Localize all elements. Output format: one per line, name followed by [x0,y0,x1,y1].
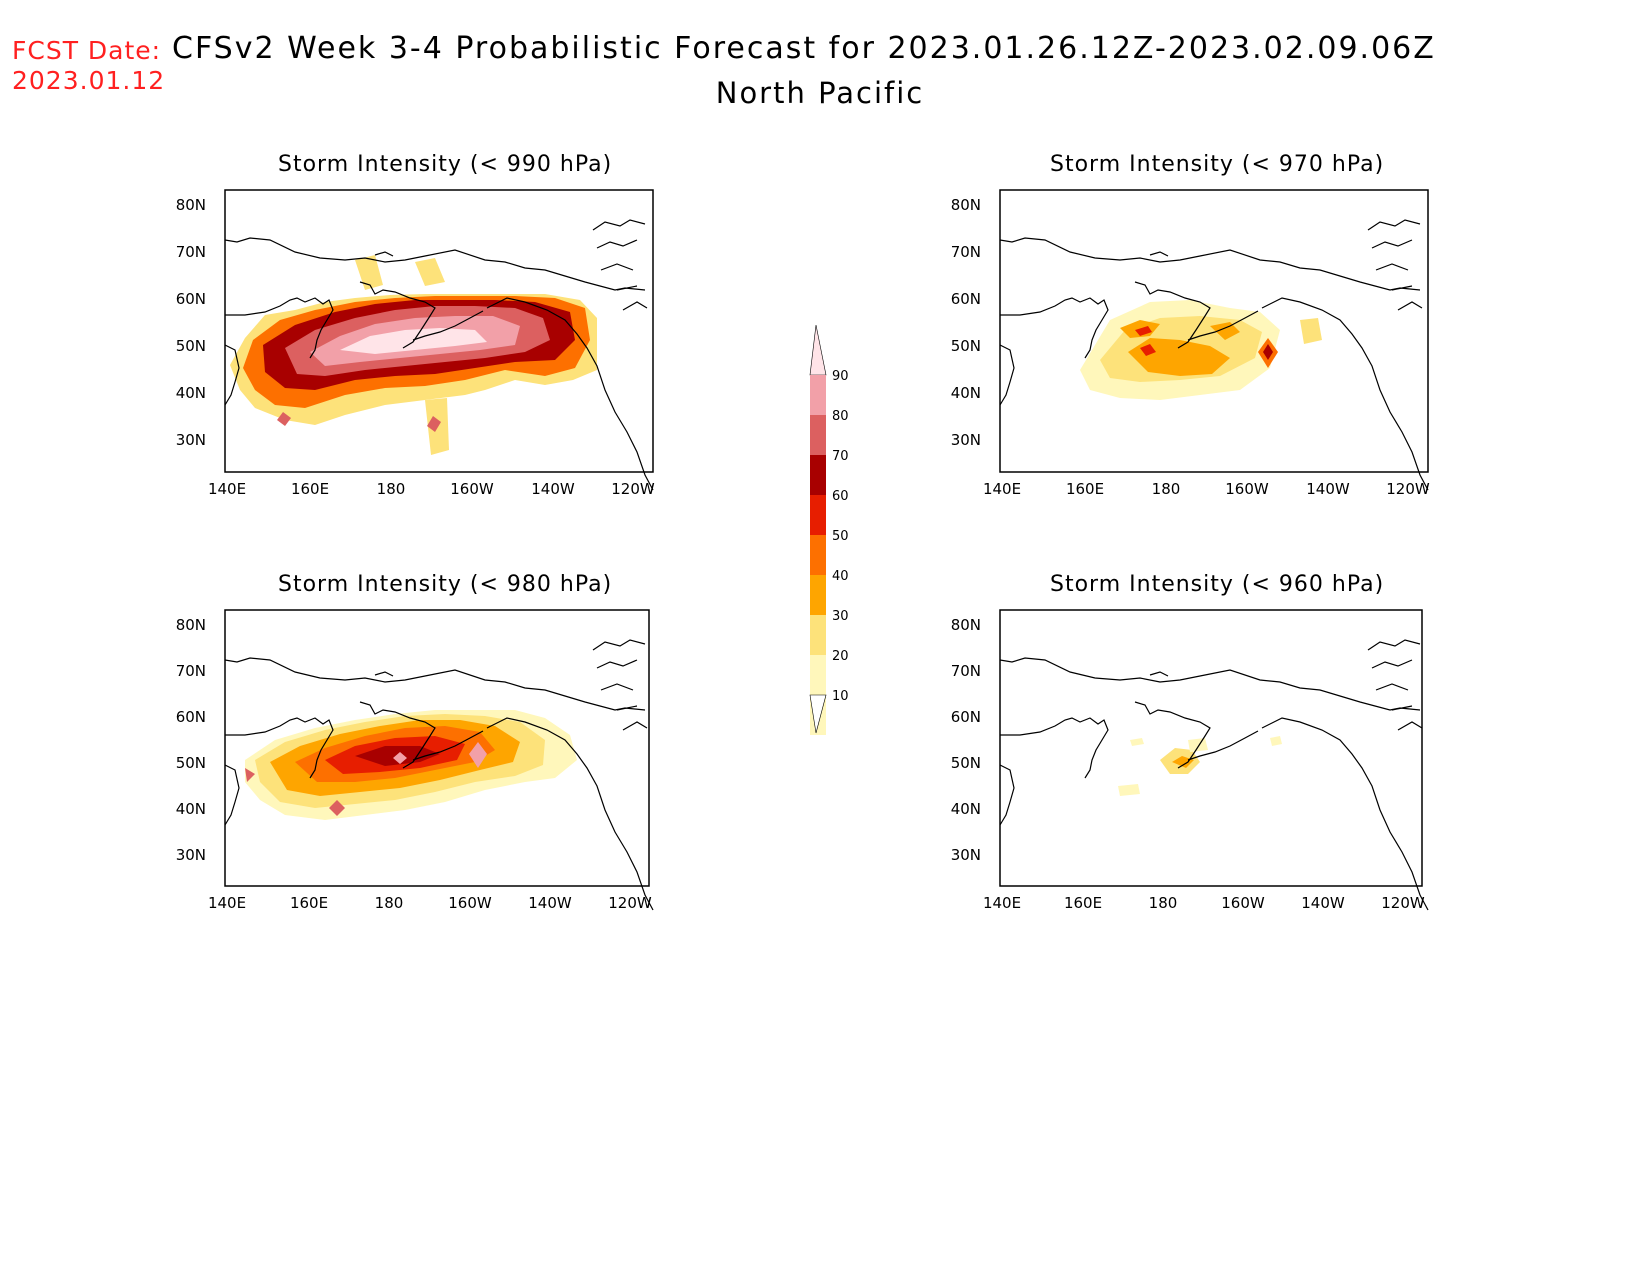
panel-title-960: Storm Intensity (< 960 hPa) [1050,572,1385,597]
forecast-date-block: FCST Date: 2023.01.12 [12,36,165,96]
lon-tick-label: 160W [450,480,494,498]
colorbar-swatch [810,575,826,615]
probability-field-980 [245,710,577,820]
lat-tick-label: 40N [951,800,981,818]
colorbar-swatch [810,495,826,535]
colorbar-label: 90 [832,369,849,384]
lat-tick-label: 70N [176,662,206,680]
colorbar-label: 40 [832,569,849,584]
map-panel-970: 80N 70N 60N 50N 40N 30N 140E 160E 180 16… [951,189,1430,498]
lon-tick-label: 160E [291,480,329,498]
lat-tick-label: 40N [176,800,206,818]
lat-axis-980: 80N 70N 60N 50N 40N 30N [176,616,206,864]
colorbar-swatch [810,655,826,695]
lat-tick-label: 70N [176,243,206,261]
lon-tick-label: 180 [377,480,406,498]
lon-tick-label: 140E [208,894,246,912]
lon-tick-label: 140W [1301,894,1345,912]
lat-tick-label: 30N [176,431,206,449]
lon-tick-label: 140E [208,480,246,498]
colorbar-bottom-cap [809,694,827,734]
colorbar-swatch [810,455,826,495]
lat-tick-label: 80N [176,196,206,214]
lon-tick-label: 140W [1306,480,1350,498]
lon-tick-label: 160E [1066,480,1104,498]
lat-tick-label: 30N [951,431,981,449]
lon-tick-label: 180 [375,894,404,912]
lat-axis-960: 80N 70N 60N 50N 40N 30N [951,616,981,864]
lat-tick-label: 70N [951,243,981,261]
colorbar-swatches [809,325,827,735]
lon-tick-label: 140E [983,894,1021,912]
lon-tick-label: 140E [983,480,1021,498]
map-panel-980: 80N 70N 60N 50N 40N 30N 140E 160E 180 16… [176,609,654,912]
colorbar-label: 20 [832,649,849,664]
lat-axis-970: 80N 70N 60N 50N 40N 30N [951,196,981,449]
lat-tick-label: 50N [951,754,981,772]
lon-tick-label: 120W [1386,480,1430,498]
lat-tick-label: 40N [176,384,206,402]
lat-tick-label: 80N [951,196,981,214]
lon-tick-label: 160W [1225,480,1269,498]
colorbar-label: 60 [832,489,849,504]
lat-tick-label: 60N [951,290,981,308]
lat-tick-label: 50N [951,337,981,355]
page-title: CFSv2 Week 3-4 Probabilistic Forecast fo… [172,31,1436,66]
panel-title-970: Storm Intensity (< 970 hPa) [1050,152,1385,177]
lat-tick-label: 30N [176,846,206,864]
map-panel-960: 80N 70N 60N 50N 40N 30N 140E 160E 180 16… [951,609,1429,912]
lon-axis-960: 140E 160E 180 160W 140W 120W [983,894,1425,912]
colorbar-swatch [810,415,826,455]
lat-tick-label: 30N [951,846,981,864]
lon-tick-label: 160W [448,894,492,912]
lon-tick-label: 120W [611,480,655,498]
lon-tick-label: 140W [531,480,575,498]
lat-tick-label: 50N [176,754,206,772]
colorbar-label: 30 [832,609,849,624]
lat-tick-label: 60N [176,290,206,308]
lon-tick-label: 120W [608,894,652,912]
colorbar-label: 70 [832,449,849,464]
lon-axis-980: 140E 160E 180 160W 140W 120W [208,894,652,912]
lat-tick-label: 50N [176,337,206,355]
lat-tick-label: 60N [951,708,981,726]
probability-field-960 [1118,736,1282,796]
colorbar-top-cap [809,325,827,376]
forecast-date-value: 2023.01.12 [12,66,166,95]
lon-axis-970: 140E 160E 180 160W 140W 120W [983,480,1430,498]
colorbar-swatch [810,375,826,415]
lon-tick-label: 140W [528,894,572,912]
lat-tick-label: 40N [951,384,981,402]
colorbar-label: 80 [832,409,849,424]
panel-title-990: Storm Intensity (< 990 hPa) [278,152,613,177]
lon-axis-990: 140E 160E 180 160W 140W 120W [208,480,655,498]
colorbar-swatch [810,535,826,575]
lon-tick-label: 160E [290,894,328,912]
probability-field-970 [1080,300,1322,400]
probability-field-990 [230,255,597,455]
lat-axis-990: 80N 70N 60N 50N 40N 30N [176,196,206,449]
lat-tick-label: 60N [176,708,206,726]
lon-tick-label: 180 [1149,894,1178,912]
lat-tick-label: 70N [951,662,981,680]
map-panel-990: 80N 70N 60N 50N 40N 30N 140E 160E 180 16… [176,189,655,498]
colorbar-label: 50 [832,529,849,544]
lon-tick-label: 160W [1221,894,1265,912]
lon-tick-label: 160E [1064,894,1102,912]
colorbar-labels: 90 80 70 60 50 40 30 20 10 [832,369,849,704]
colorbar: 90 80 70 60 50 40 30 20 10 [809,325,849,735]
lon-tick-label: 120W [1381,894,1425,912]
colorbar-swatch [810,615,826,655]
colorbar-label: 10 [832,689,849,704]
region-subtitle: North Pacific [715,76,925,110]
panel-title-980: Storm Intensity (< 980 hPa) [278,572,613,597]
forecast-date-label: FCST Date: [12,36,162,65]
lat-tick-label: 80N [176,616,206,634]
lon-tick-label: 180 [1152,480,1181,498]
lat-tick-label: 80N [951,616,981,634]
